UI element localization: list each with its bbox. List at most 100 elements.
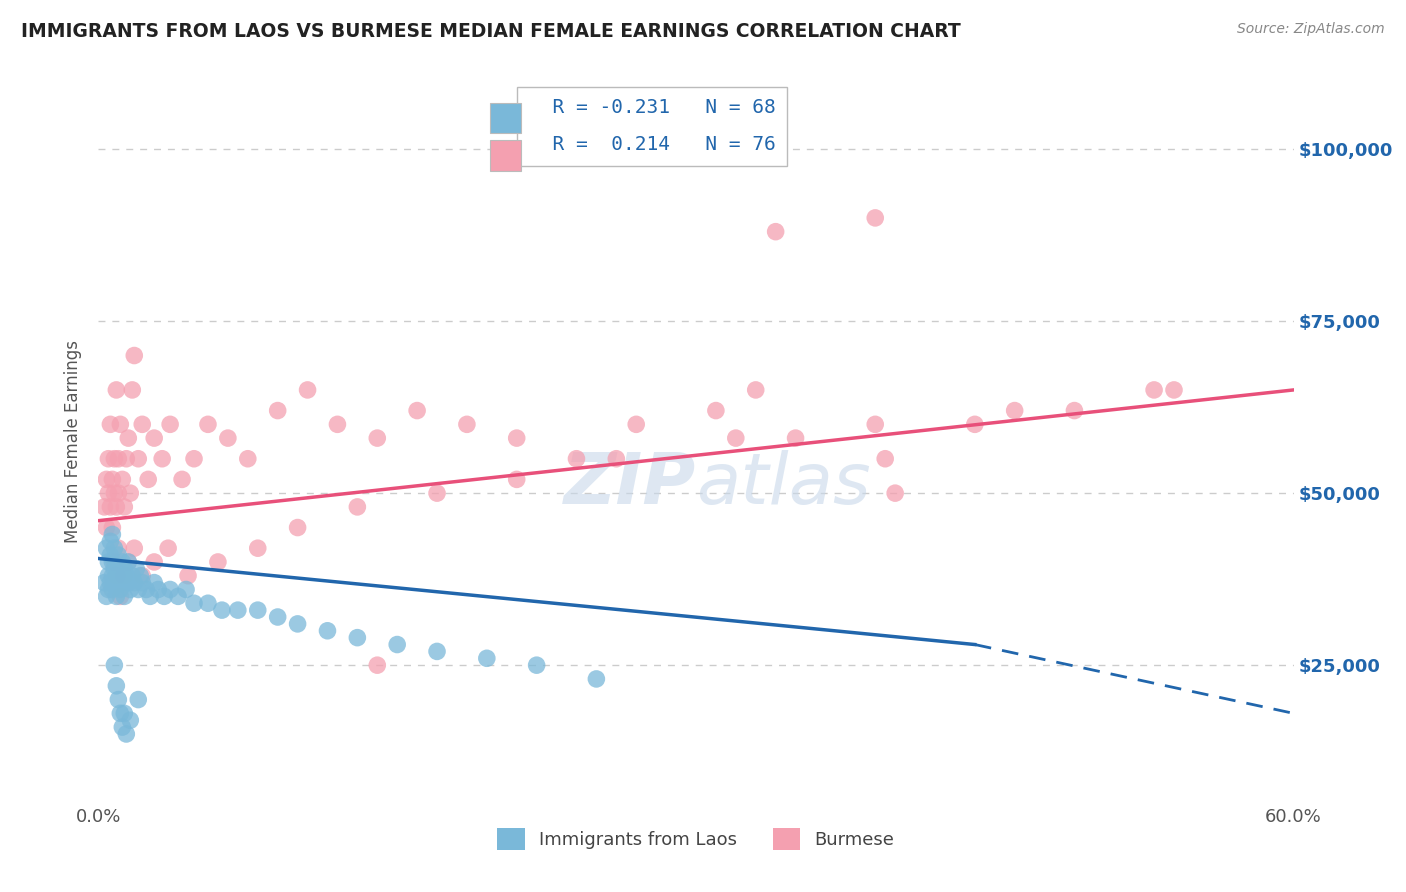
- Point: [97, 451, 120, 466]
- Point: [96, 541, 118, 556]
- Point: [110, 568, 132, 582]
- Point: [124, 541, 146, 556]
- Point: [127, 451, 149, 466]
- Point: [131, 568, 153, 582]
- Point: [1063, 403, 1085, 417]
- Point: [406, 403, 429, 417]
- Point: [297, 383, 319, 397]
- Point: [506, 431, 529, 445]
- Point: [287, 616, 309, 631]
- Point: [105, 590, 128, 604]
- Point: [103, 575, 125, 590]
- Point: [110, 417, 132, 432]
- Point: [236, 451, 259, 466]
- Point: [136, 472, 159, 486]
- Point: [107, 486, 129, 500]
- Point: [148, 582, 170, 597]
- Point: [197, 596, 219, 610]
- Text: IMMIGRANTS FROM LAOS VS BURMESE MEDIAN FEMALE EARNINGS CORRELATION CHART: IMMIGRANTS FROM LAOS VS BURMESE MEDIAN F…: [21, 22, 960, 41]
- Point: [97, 568, 120, 582]
- Point: [105, 568, 128, 582]
- Point: [875, 451, 897, 466]
- Point: [366, 658, 388, 673]
- Point: [117, 555, 139, 569]
- Point: [96, 472, 118, 486]
- Point: [426, 644, 449, 658]
- Point: [183, 596, 205, 610]
- Point: [246, 541, 269, 556]
- Point: [115, 451, 138, 466]
- Point: [724, 431, 747, 445]
- Point: [159, 582, 181, 597]
- Point: [1143, 383, 1166, 397]
- Point: [101, 555, 124, 569]
- Point: [226, 603, 249, 617]
- Point: [110, 590, 132, 604]
- Point: [605, 451, 627, 466]
- Point: [884, 486, 907, 500]
- Legend: Immigrants from Laos, Burmese: Immigrants from Laos, Burmese: [488, 819, 904, 859]
- Point: [127, 692, 149, 706]
- Point: [217, 431, 239, 445]
- Point: [111, 575, 134, 590]
- Point: [704, 403, 727, 417]
- Point: [115, 568, 138, 582]
- Point: [1004, 403, 1026, 417]
- Point: [111, 472, 134, 486]
- FancyBboxPatch shape: [491, 103, 522, 133]
- Point: [143, 431, 166, 445]
- Point: [93, 500, 115, 514]
- Point: [159, 417, 181, 432]
- Point: [120, 486, 142, 500]
- Point: [103, 486, 125, 500]
- Point: [626, 417, 648, 432]
- Point: [107, 541, 129, 556]
- Point: [1163, 383, 1185, 397]
- Point: [124, 575, 146, 590]
- Point: [167, 590, 190, 604]
- Point: [103, 555, 125, 569]
- Point: [107, 575, 129, 590]
- Point: [172, 472, 194, 486]
- Point: [183, 451, 205, 466]
- Point: [103, 451, 125, 466]
- Point: [585, 672, 607, 686]
- Point: [105, 383, 128, 397]
- Point: [98, 534, 122, 549]
- Point: [112, 590, 135, 604]
- Point: [745, 383, 768, 397]
- Y-axis label: Median Female Earnings: Median Female Earnings: [65, 340, 83, 543]
- Point: [287, 520, 309, 534]
- Point: [120, 582, 142, 597]
- Point: [177, 568, 200, 582]
- Point: [96, 590, 118, 604]
- Point: [346, 631, 368, 645]
- FancyBboxPatch shape: [491, 140, 522, 170]
- Point: [98, 417, 122, 432]
- Point: [101, 472, 124, 486]
- Point: [139, 590, 162, 604]
- Point: [174, 582, 197, 597]
- Point: [101, 527, 124, 541]
- Point: [105, 568, 128, 582]
- Point: [112, 706, 135, 721]
- Point: [101, 520, 124, 534]
- Point: [103, 562, 125, 576]
- Point: [96, 520, 118, 534]
- Point: [107, 451, 129, 466]
- Text: R = -0.231   N = 68
  R =  0.214   N = 76: R = -0.231 N = 68 R = 0.214 N = 76: [529, 98, 775, 154]
- Point: [93, 575, 115, 590]
- Point: [475, 651, 498, 665]
- Point: [426, 486, 449, 500]
- Point: [366, 431, 388, 445]
- Point: [131, 575, 153, 590]
- Point: [110, 706, 132, 721]
- Point: [385, 638, 409, 652]
- Text: atlas: atlas: [696, 450, 870, 519]
- Point: [117, 575, 139, 590]
- Point: [316, 624, 339, 638]
- Point: [97, 582, 120, 597]
- Point: [111, 555, 134, 569]
- Point: [150, 451, 173, 466]
- Point: [97, 555, 120, 569]
